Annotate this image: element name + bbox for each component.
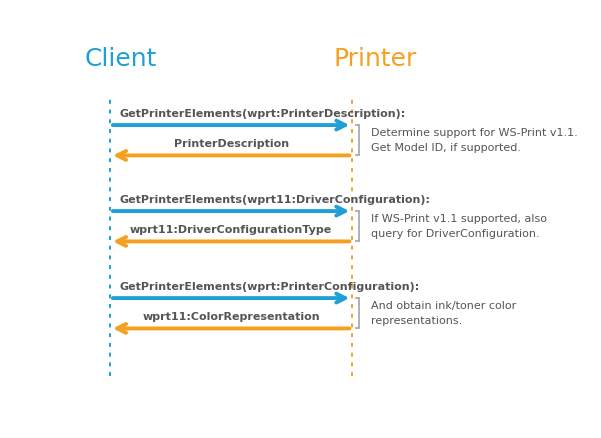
Text: GetPrinterElements(wprt11:DriverConfiguration):: GetPrinterElements(wprt11:DriverConfigur… [120, 195, 430, 205]
Text: wprt11:ColorRepresentation: wprt11:ColorRepresentation [142, 312, 320, 322]
Text: GetPrinterElements(wprt:PrinterDescription):: GetPrinterElements(wprt:PrinterDescripti… [120, 109, 406, 119]
Text: If WS-Print v1.1 supported, also
query for DriverConfiguration.: If WS-Print v1.1 supported, also query f… [371, 214, 547, 239]
Text: Determine support for WS-Print v1.1.
Get Model ID, if supported.: Determine support for WS-Print v1.1. Get… [371, 128, 578, 153]
Text: Printer: Printer [334, 47, 417, 71]
Text: wprt11:DriverConfigurationType: wprt11:DriverConfigurationType [130, 226, 332, 235]
Text: GetPrinterElements(wprt:PrinterConfiguration):: GetPrinterElements(wprt:PrinterConfigura… [120, 282, 419, 292]
Text: PrinterDescription: PrinterDescription [174, 139, 288, 149]
Text: Client: Client [84, 47, 157, 71]
Text: And obtain ink/toner color
representations.: And obtain ink/toner color representatio… [371, 301, 516, 326]
